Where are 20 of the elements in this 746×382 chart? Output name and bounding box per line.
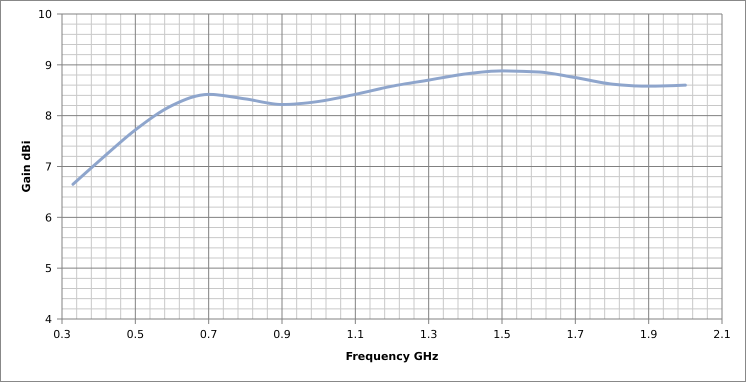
y-tick-label: 6 xyxy=(45,211,52,224)
x-tick-label: 0.3 xyxy=(53,328,71,341)
x-tick-label: 0.7 xyxy=(200,328,218,341)
y-tick-label: 4 xyxy=(45,313,52,326)
x-tick-label: 1.9 xyxy=(640,328,658,341)
x-tick-label: 1.3 xyxy=(420,328,438,341)
y-tick-label: 10 xyxy=(38,8,52,21)
x-tick-label: 1.1 xyxy=(346,328,364,341)
y-tick-label: 8 xyxy=(45,110,52,123)
y-tick-label: 7 xyxy=(45,160,52,174)
line-series xyxy=(72,69,687,186)
x-tick-label: 1.5 xyxy=(493,328,511,341)
y-tick-label: 5 xyxy=(45,262,52,276)
x-tick-label: 0.9 xyxy=(273,328,291,341)
x-tick-label: 1.7 xyxy=(566,328,584,341)
x-tick-label: 2.1 xyxy=(713,328,731,341)
x-tick-label: 0.5 xyxy=(126,328,144,341)
x-axis-title: Frequency GHz xyxy=(346,350,438,363)
y-tick-label: 9 xyxy=(45,58,52,72)
y-axis-title: Gain dBi xyxy=(20,140,33,192)
